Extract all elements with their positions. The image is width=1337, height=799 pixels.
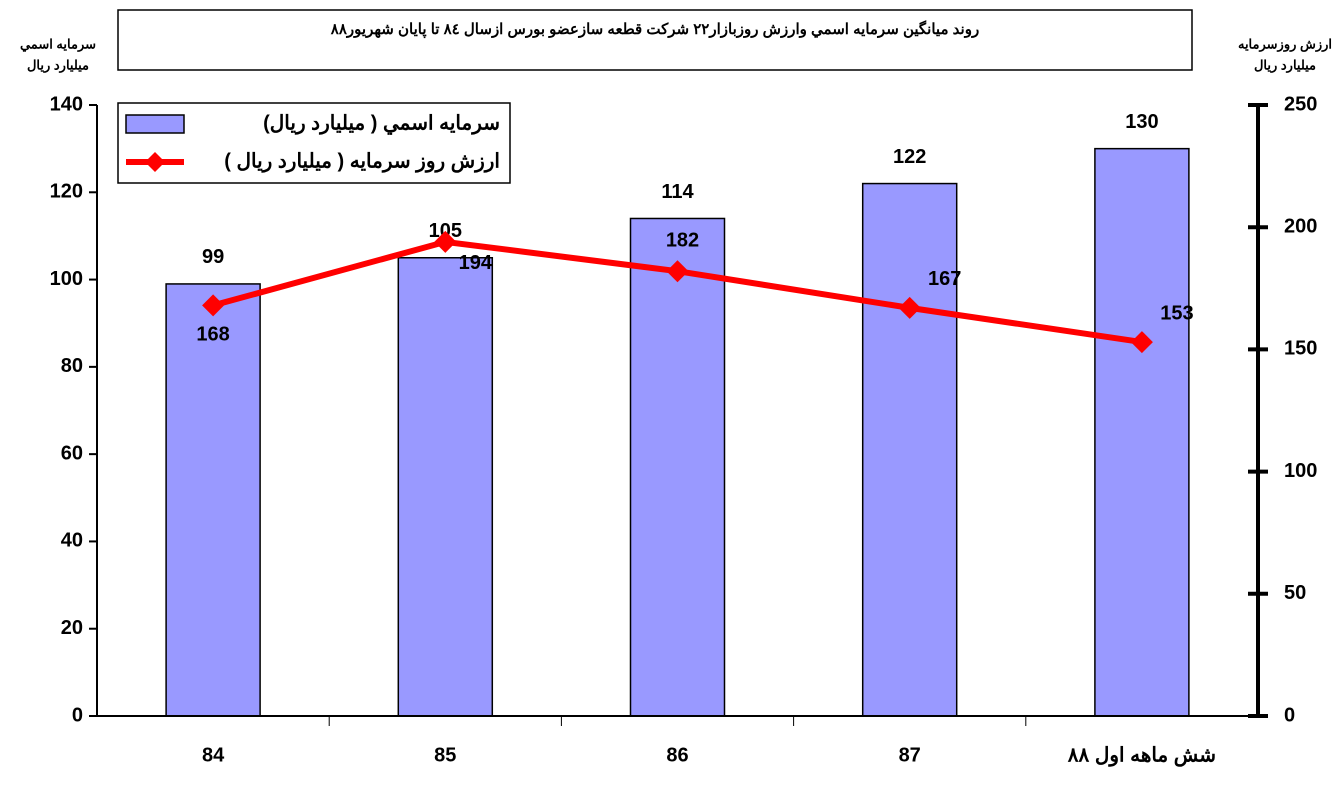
line-marker — [434, 230, 457, 253]
y2-tick-label: 200 — [1284, 215, 1317, 237]
line-value-label: 182 — [666, 229, 699, 251]
y-tick-label: 0 — [72, 704, 83, 726]
y-tick-label: 80 — [61, 355, 83, 377]
bar-value-label: 114 — [661, 181, 694, 203]
bar — [861, 182, 958, 717]
y-tick-label: 40 — [61, 530, 83, 552]
line-value-label: 167 — [928, 268, 961, 290]
bar — [629, 217, 726, 717]
bar — [1094, 147, 1190, 717]
line-value-label: 153 — [1160, 302, 1193, 324]
line-marker — [898, 296, 921, 319]
line-value-label: 194 — [459, 252, 493, 274]
line-value-label: 168 — [196, 324, 229, 346]
y-tick-label: 140 — [50, 93, 83, 115]
bar-value-label: 122 — [893, 146, 926, 168]
x-tick-label: 85 — [434, 744, 456, 766]
chart-title: روند ميانگين سرمايه اسمي وارزش روزبازار۲… — [330, 20, 979, 39]
y-axis-label: ميليارد ريال — [27, 57, 89, 73]
y2-axis-label: ميليارد ريال — [1254, 57, 1316, 73]
bar-value-label: 130 — [1125, 111, 1158, 133]
bar — [397, 257, 494, 717]
bar — [165, 283, 261, 717]
y-tick-label: 120 — [50, 181, 83, 203]
line-marker — [666, 260, 689, 283]
y-tick-label: 100 — [50, 268, 83, 290]
legend-label: سرمايه اسمي ( ميليارد ريال) — [263, 112, 500, 135]
x-tick-label: شش ماهه اول ۸۸ — [1067, 744, 1216, 767]
x-tick-label: 84 — [202, 744, 225, 766]
y2-tick-label: 0 — [1284, 704, 1295, 726]
x-tick-label: 86 — [666, 744, 688, 766]
bar-value-label: 99 — [202, 246, 224, 268]
y2-tick-label: 50 — [1284, 582, 1306, 604]
legend-swatch — [125, 114, 185, 134]
y2-tick-label: 150 — [1284, 338, 1317, 360]
y2-axis-label: ارزش روزسرمايه — [1238, 36, 1332, 52]
y2-tick-label: 100 — [1284, 460, 1317, 482]
legend-swatch — [145, 152, 165, 172]
title-box — [117, 9, 1193, 71]
x-tick-label: 87 — [899, 744, 921, 766]
y2-tick-label: 250 — [1284, 93, 1317, 115]
y-tick-label: 60 — [61, 442, 83, 464]
y-tick-label: 20 — [61, 617, 83, 639]
legend-label: ارزش روز سرمايه ( ميليارد ريال ) — [224, 150, 500, 173]
line-marker — [202, 294, 225, 317]
y-axis-label: سرمايه اسمي — [20, 36, 96, 52]
line-marker — [1130, 331, 1153, 354]
